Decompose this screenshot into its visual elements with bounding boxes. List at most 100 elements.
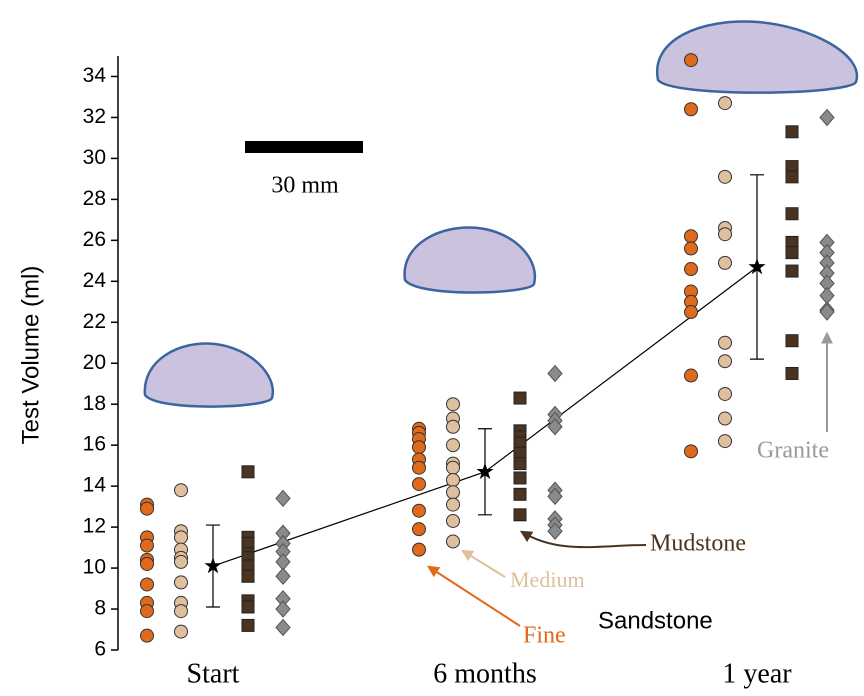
point [446,534,460,549]
point [446,497,460,512]
arrow-medium [460,549,506,578]
y-tick-label: 14 [83,474,107,497]
point [174,483,188,498]
scale-bar [245,141,363,153]
point [684,102,698,117]
x-tick-label: 6 months [433,658,536,689]
point [684,305,698,320]
point [241,600,255,614]
point [446,472,460,487]
point [718,335,732,350]
shape-start [143,342,275,408]
shape-6-months [403,226,537,294]
y-tick-label: 26 [83,228,106,251]
point [547,522,563,540]
series-label: Mudstone [650,531,746,557]
y-tick-label: 24 [83,269,107,292]
point [446,438,460,453]
y-tick-label: 22 [83,310,106,333]
point [174,575,188,590]
arrow-mudstone [519,530,647,549]
point [275,489,291,508]
series-label: Fine [523,623,566,649]
point [412,503,426,518]
x-tick-label: 1 year [722,658,792,689]
point [785,246,799,260]
y-tick-label: 16 [83,433,106,456]
point [718,386,732,401]
point [241,465,255,479]
point [718,255,732,270]
point [174,554,188,569]
point [140,556,154,571]
point [275,618,291,637]
point [547,364,563,383]
point [819,303,835,321]
point [446,513,460,528]
point [785,170,799,184]
point [241,618,255,632]
point [513,487,527,501]
point [785,125,799,139]
point [718,227,732,242]
y-axis-title: Test Volume (ml) [17,266,44,445]
point [446,485,460,500]
y-tick-label: 12 [83,515,106,538]
point [446,460,460,475]
point [275,600,291,618]
mean-line [212,266,758,567]
point [513,457,527,471]
point [174,530,188,545]
point [819,108,835,127]
point [547,487,563,506]
point [140,604,154,619]
mean-point [204,557,222,574]
point [684,368,698,383]
y-tick-label: 8 [94,597,106,620]
point [140,577,154,592]
point [446,419,460,434]
point [718,354,732,369]
y-tick-label: 34 [83,64,107,87]
point [684,241,698,256]
point [513,391,527,405]
point [785,366,799,380]
series-label: Granite [757,438,829,464]
y-tick-label: 28 [83,187,106,210]
point [446,397,460,412]
shape-1-year [655,20,859,94]
arrow-fine [426,565,521,627]
x-tick-label: Start [187,658,240,689]
point [785,207,799,221]
point [718,169,732,184]
point [140,538,154,553]
point [275,567,291,586]
y-tick-label: 6 [94,638,106,661]
point [718,411,732,426]
mean-point [476,462,494,480]
point [412,522,426,537]
series-label: Medium [510,567,585,592]
y-tick-label: 32 [83,105,106,128]
point [174,624,188,639]
scale-label: 30 mm [271,173,339,199]
point [140,501,154,516]
point [174,604,188,619]
point [684,229,698,244]
point [718,434,732,449]
y-tick-label: 20 [83,351,106,374]
point [513,508,527,522]
y-tick-label: 10 [83,556,106,579]
point [684,53,698,68]
y-tick-label: 18 [83,392,106,415]
point [785,334,799,348]
point [412,477,426,492]
point [412,460,426,475]
y-tick-label: 30 [83,146,106,169]
point [718,96,732,111]
point [140,628,154,643]
point [513,471,527,485]
point [684,444,698,459]
point [241,569,255,583]
